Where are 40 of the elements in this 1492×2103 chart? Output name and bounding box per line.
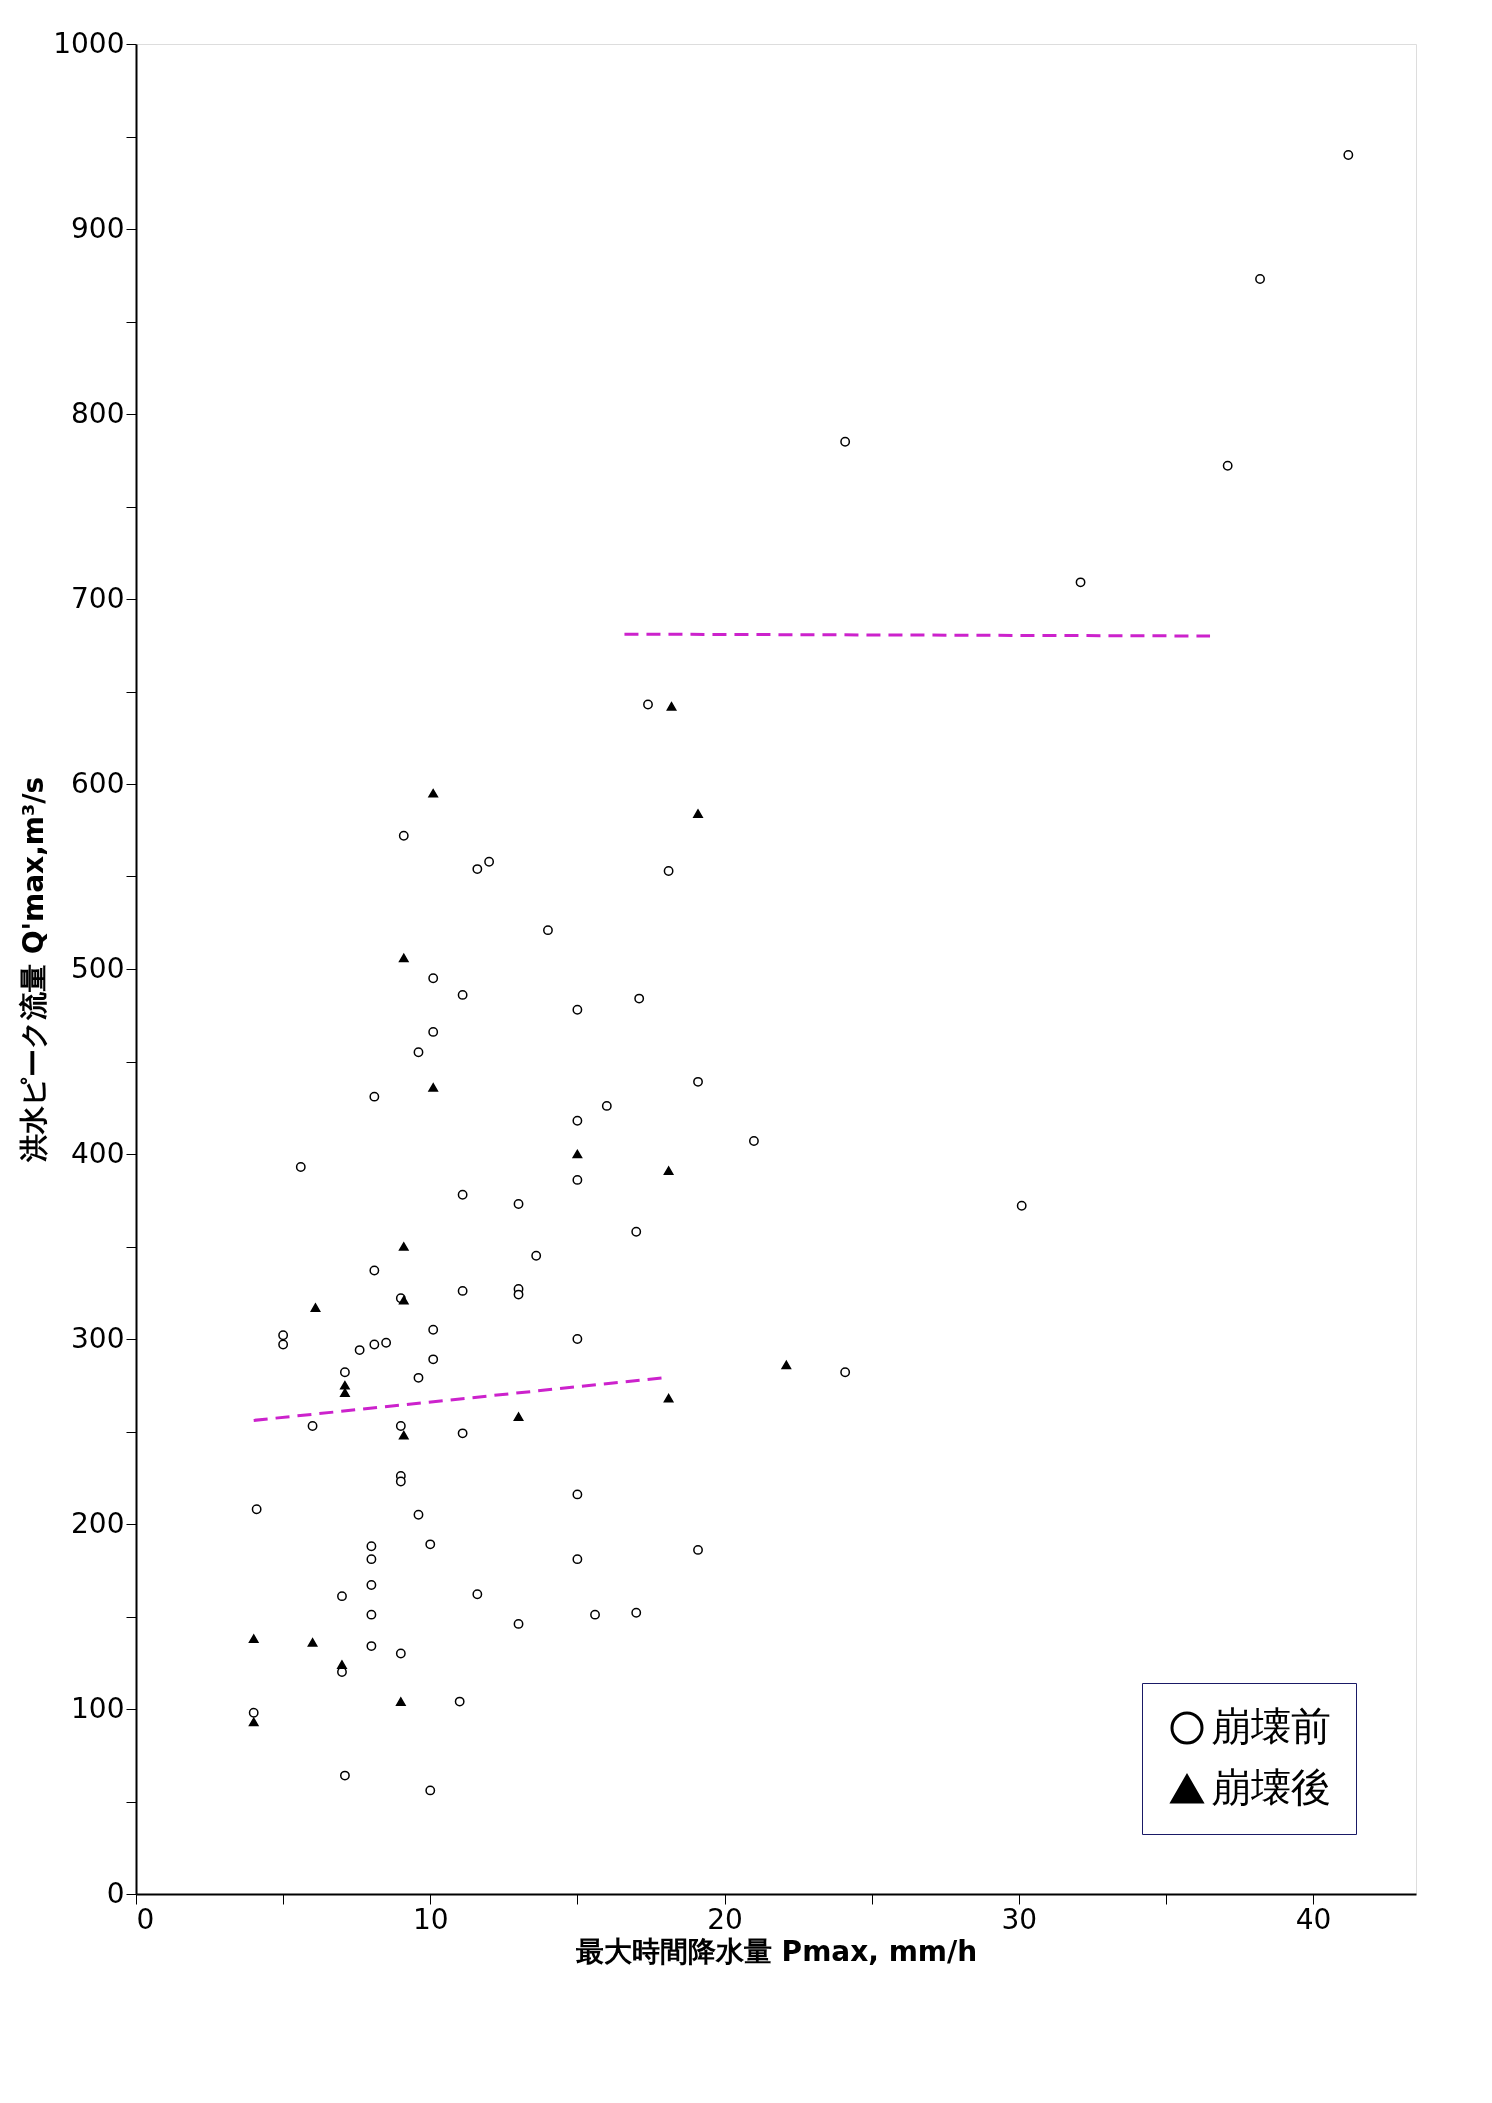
x-tick-label: 30 bbox=[1001, 1902, 1038, 1936]
point bbox=[339, 1388, 350, 1398]
y-axis-title: 洪水ピーク流量 Q'max,m³/s bbox=[17, 776, 51, 1164]
point bbox=[666, 701, 677, 711]
point bbox=[572, 1149, 583, 1159]
y-tick-label: 400 bbox=[71, 1136, 125, 1170]
y-tick-label: 1000 bbox=[53, 26, 125, 60]
point bbox=[339, 1380, 350, 1390]
x-tick-label: 0 bbox=[136, 1902, 155, 1936]
x-axis-title: 最大時間降水量 Pmax, mm/h bbox=[574, 1934, 978, 1968]
y-tick-label: 300 bbox=[71, 1321, 125, 1355]
point bbox=[395, 1697, 406, 1706]
point bbox=[310, 1303, 321, 1312]
y-tick-label: 500 bbox=[71, 951, 125, 985]
y-tick-label: 0 bbox=[106, 1876, 125, 1910]
y-tick-label: 200 bbox=[71, 1506, 125, 1540]
point bbox=[428, 1083, 439, 1092]
point bbox=[428, 788, 439, 798]
point bbox=[248, 1717, 259, 1727]
point bbox=[398, 1430, 409, 1440]
point bbox=[307, 1638, 318, 1647]
x-tick-label: 10 bbox=[412, 1902, 449, 1936]
point bbox=[398, 1242, 409, 1251]
point bbox=[781, 1360, 792, 1370]
point bbox=[248, 1634, 259, 1644]
legend-label: 崩壊後 bbox=[1211, 1764, 1331, 1810]
legend-label: 崩壊前 bbox=[1211, 1703, 1331, 1749]
point bbox=[337, 1660, 347, 1669]
point bbox=[693, 809, 703, 818]
x-tick-label: 40 bbox=[1295, 1902, 1332, 1936]
y-tick-label: 800 bbox=[71, 396, 125, 430]
y-tick-label: 900 bbox=[71, 211, 125, 245]
point bbox=[663, 1393, 674, 1403]
point bbox=[513, 1412, 524, 1422]
y-tick-label: 600 bbox=[71, 766, 125, 800]
x-tick-label: 20 bbox=[707, 1902, 743, 1936]
point bbox=[663, 1166, 674, 1176]
point bbox=[398, 953, 409, 963]
y-tick-label: 100 bbox=[71, 1691, 125, 1725]
y-tick-label: 700 bbox=[71, 581, 125, 615]
